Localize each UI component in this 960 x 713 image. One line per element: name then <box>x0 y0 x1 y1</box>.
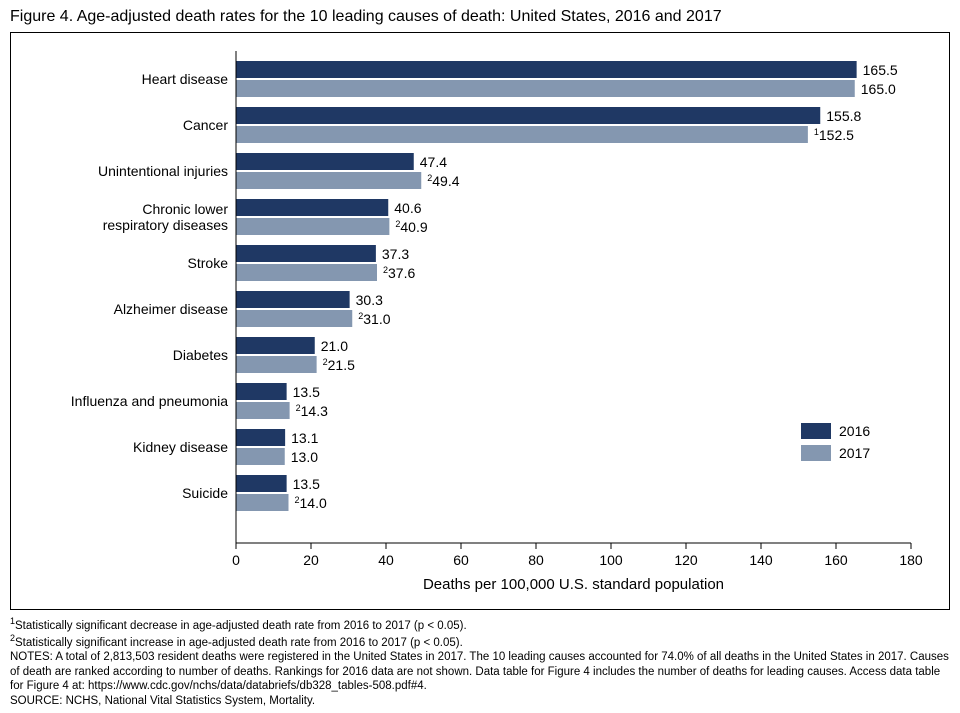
value-label: 214.0 <box>295 495 327 511</box>
value-label: 240.9 <box>395 219 427 235</box>
x-tick-label: 120 <box>674 552 698 568</box>
category-label: Chronic lowerrespiratory diseases <box>103 201 229 233</box>
footnote-notes: NOTES: A total of 2,813,503 resident dea… <box>10 650 950 693</box>
value-label: 37.3 <box>382 246 409 262</box>
bar-2016 <box>236 383 287 400</box>
category-label: Heart disease <box>142 71 229 87</box>
value-label: 165.5 <box>863 62 898 78</box>
bar-2016 <box>236 61 857 78</box>
bar-2016 <box>236 475 287 492</box>
x-tick-label: 80 <box>528 552 544 568</box>
bar-2017 <box>236 80 855 97</box>
value-label: 13.5 <box>293 384 320 400</box>
value-label: 165.0 <box>861 81 896 97</box>
value-label: 237.6 <box>383 265 415 281</box>
footnote-1: 1Statistically significant decrease in a… <box>10 616 950 633</box>
value-label: 30.3 <box>356 292 383 308</box>
category-label: Unintentional injuries <box>98 163 228 179</box>
bar-2017 <box>236 494 289 511</box>
value-label: 249.4 <box>427 173 459 189</box>
bar-2016 <box>236 291 350 308</box>
footnote-2: 2Statistically significant increase in a… <box>10 633 950 650</box>
value-label: 13.5 <box>293 476 320 492</box>
x-axis-title: Deaths per 100,000 U.S. standard populat… <box>423 576 724 593</box>
value-label: 1152.5 <box>814 127 854 143</box>
value-label: 40.6 <box>394 200 421 216</box>
category-label: Stroke <box>188 255 229 271</box>
value-label: 214.3 <box>296 403 328 419</box>
chart-box: Heart disease 165.5 165.0 Cancer 155.8 1152.5… <box>10 32 950 610</box>
value-label: 155.8 <box>826 108 861 124</box>
bar-2017 <box>236 264 377 281</box>
x-tick-label: 160 <box>824 552 848 568</box>
category-label: Diabetes <box>173 347 228 363</box>
bar-2017 <box>236 218 389 235</box>
x-tick-label: 40 <box>378 552 394 568</box>
bar-2017 <box>236 356 317 373</box>
value-label: 47.4 <box>420 154 447 170</box>
category-label: Alzheimer disease <box>114 301 229 317</box>
bar-2016 <box>236 245 376 262</box>
x-tick-label: 180 <box>899 552 923 568</box>
category-label: Suicide <box>182 485 228 501</box>
value-label: 13.0 <box>291 449 318 465</box>
legend-swatch <box>801 423 831 439</box>
x-tick-label: 100 <box>599 552 623 568</box>
footnote-source: SOURCE: NCHS, National Vital Statistics … <box>10 694 950 708</box>
x-tick-label: 140 <box>749 552 773 568</box>
bar-2017 <box>236 126 808 143</box>
x-tick-label: 20 <box>303 552 319 568</box>
bar-2016 <box>236 337 315 354</box>
bar-2016 <box>236 199 388 216</box>
x-tick-label: 0 <box>232 552 240 568</box>
legend-label: 2016 <box>839 423 870 439</box>
legend-label: 2017 <box>839 445 870 461</box>
x-tick-label: 60 <box>453 552 469 568</box>
bar-2016 <box>236 429 285 446</box>
bar-2016 <box>236 153 414 170</box>
value-label: 13.1 <box>291 430 318 446</box>
category-label: Influenza and pneumonia <box>71 393 228 409</box>
figure-title: Figure 4. Age-adjusted death rates for t… <box>0 0 960 32</box>
footnotes: 1Statistically significant decrease in a… <box>0 610 960 708</box>
value-label: 231.0 <box>358 311 390 327</box>
category-label: Cancer <box>183 117 228 133</box>
legend-swatch <box>801 445 831 461</box>
bar-2016 <box>236 107 820 124</box>
bar-2017 <box>236 310 352 327</box>
bar-2017 <box>236 448 285 465</box>
value-label: 21.0 <box>321 338 348 354</box>
bar-2017 <box>236 402 290 419</box>
death-rates-chart: Heart disease 165.5 165.0 Cancer 155.8 1152.5… <box>11 33 949 609</box>
figure-wrap: Figure 4. Age-adjusted death rates for t… <box>0 0 960 713</box>
bar-2017 <box>236 172 421 189</box>
category-label: Kidney disease <box>133 439 228 455</box>
value-label: 221.5 <box>323 357 355 373</box>
